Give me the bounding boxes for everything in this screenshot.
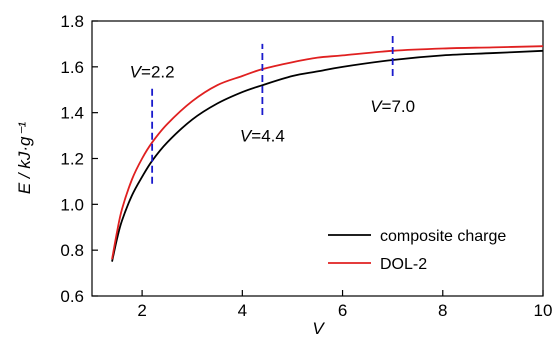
annotation-label: V=7.0 <box>370 97 415 116</box>
annotation-label: V=4.4 <box>240 127 285 146</box>
x-axis-title: V <box>312 319 325 338</box>
annotation-layer: V=2.2 V=4.4 V=7.0 <box>130 32 415 184</box>
x-tick-label: 2 <box>137 301 146 320</box>
y-axis-title: E / kJ·g⁻¹ <box>15 122 34 195</box>
y-tick-label: 0.6 <box>60 287 84 306</box>
annotation-label: V=2.2 <box>130 62 175 81</box>
axis-ticks: 2 4 6 8 10 0.6 0.8 1.0 1.2 1.4 1.6 1.8 <box>60 12 552 320</box>
series-line-composite-charge <box>111 49 544 262</box>
y-tick-label: 1.0 <box>60 195 84 214</box>
legend-label-dol-2: DOL-2 <box>380 256 427 273</box>
x-tick-label: 4 <box>238 301 247 320</box>
x-tick-label: 10 <box>534 301 552 320</box>
legend-label-composite-charge: composite charge <box>380 228 506 245</box>
x-tick-label: 6 <box>338 301 347 320</box>
y-tick-label: 1.4 <box>60 104 84 123</box>
y-tick-label: 0.8 <box>60 241 84 260</box>
series-line-dol-2 <box>111 45 544 260</box>
y-tick-label: 1.8 <box>60 12 84 31</box>
y-tick-label: 1.6 <box>60 58 84 77</box>
legend: composite charge DOL-2 <box>328 228 506 273</box>
x-tick-label: 8 <box>438 301 447 320</box>
series-layer <box>111 45 544 262</box>
y-tick-label: 1.2 <box>60 150 84 169</box>
